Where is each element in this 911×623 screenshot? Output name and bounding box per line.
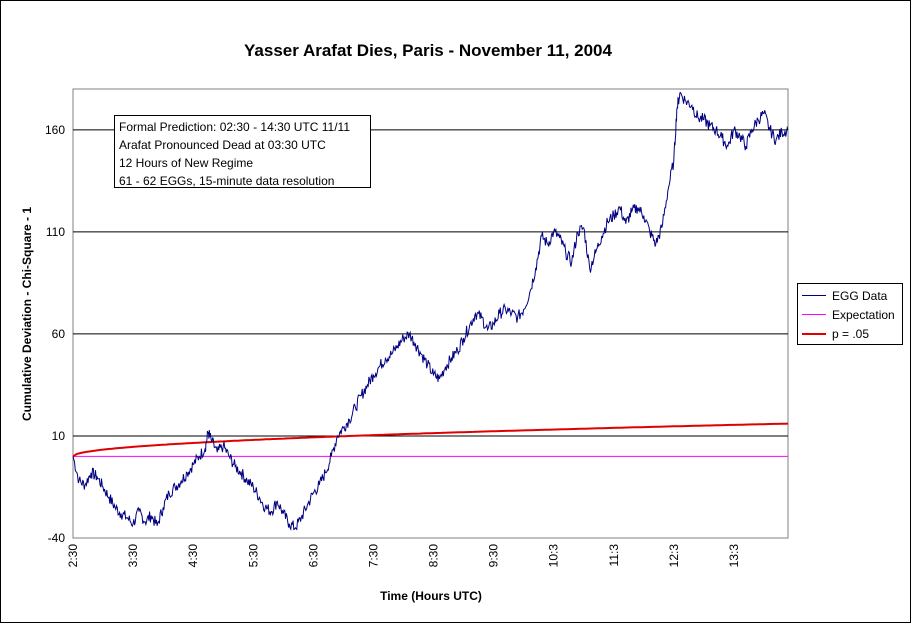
legend-item-egg-data: EGG Data (802, 286, 902, 305)
legend-swatch-p05 (802, 332, 826, 335)
legend-label-expectation: Expectation (832, 307, 895, 322)
y-axis-title: Cumulative Deviation - Chi-Square - 1 (20, 207, 34, 421)
x-tick-label-4: 6:30 (306, 544, 320, 568)
y-tick-label-3: 110 (46, 225, 65, 239)
legend: EGG Data Expectation p = .05 (797, 283, 903, 345)
x-tick-label-10: 12:3 (667, 544, 681, 568)
legend-item-expectation: Expectation (802, 305, 902, 324)
annotation-line-1: Formal Prediction: 02:30 - 14:30 UTC 11/… (119, 120, 350, 134)
x-tick-label-0: 2:30 (66, 544, 80, 568)
legend-swatch-expectation (802, 314, 826, 315)
x-tick-label-11: 13:3 (727, 544, 741, 568)
p05-curve (72, 422, 789, 458)
x-tick-label-1: 3:30 (126, 544, 140, 568)
annotation-box: Formal Prediction: 02:30 - 14:30 UTC 11/… (114, 115, 371, 188)
legend-label-egg-data: EGG Data (832, 288, 888, 303)
legend-label-p05: p = .05 (832, 326, 870, 341)
y-tick-label-1: 10 (52, 429, 66, 443)
x-tick-label-3: 5:30 (246, 544, 260, 568)
x-tick-label-5: 7:30 (366, 544, 380, 568)
annotation-line-3: 12 Hours of New Regime (119, 156, 254, 170)
x-axis-title: Time (Hours UTC) (380, 589, 482, 603)
egg-data-line (72, 91, 789, 531)
legend-swatch-egg-data (802, 295, 826, 296)
x-tick-label-8: 10:3 (547, 544, 561, 568)
y-tick-label-4: 160 (45, 123, 65, 137)
x-tick-label-7: 9:30 (487, 544, 501, 568)
annotation-line-2: Arafat Pronounced Dead at 03:30 UTC (119, 138, 326, 152)
y-tick-label-2: 60 (52, 327, 66, 341)
x-tick-label-9: 11:3 (607, 544, 621, 567)
y-tick-label-0: -40 (48, 531, 66, 545)
chart-title: Yasser Arafat Dies, Paris - November 11,… (244, 41, 612, 60)
legend-item-p05: p = .05 (802, 324, 902, 343)
x-tick-label-6: 8:30 (427, 544, 441, 568)
x-tick-label-2: 4:30 (186, 544, 200, 568)
annotation-line-4: 61 - 62 EGGs, 15-minute data resolution (119, 174, 335, 188)
